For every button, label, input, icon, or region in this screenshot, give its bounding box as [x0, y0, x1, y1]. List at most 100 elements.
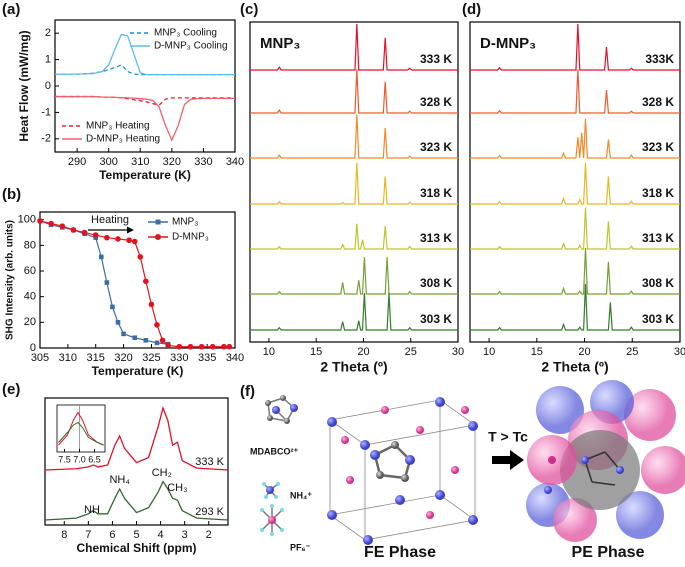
x-tick-label: 320 — [114, 352, 132, 364]
panel-label: (a) — [2, 1, 20, 18]
trace-label: 313 K — [420, 231, 452, 245]
data-point — [59, 223, 66, 229]
trace-label: 323 K — [420, 140, 452, 154]
x-tick-label: 340 — [226, 156, 244, 168]
xrd-trace — [250, 114, 458, 159]
trace-label: 313 K — [642, 231, 674, 245]
inset-trace — [58, 421, 104, 446]
inset-tick-label: 6.5 — [88, 454, 101, 464]
trace-label: 308 K — [642, 276, 674, 290]
x-tick-label: 3 — [182, 529, 188, 541]
data-point — [104, 280, 110, 285]
xrd-trace — [250, 223, 458, 250]
x-tick-label: 25 — [405, 346, 417, 358]
data-line — [39, 220, 230, 348]
x-tick-label: 320 — [163, 156, 181, 168]
xrd-trace — [470, 247, 680, 295]
fe-lattice — [327, 397, 478, 545]
y-axis-title: SHG Intensity (arb. units) — [5, 220, 16, 340]
data-point — [154, 340, 160, 346]
data-point — [37, 218, 43, 224]
data-point — [121, 331, 126, 337]
legend-label: MNP₃ — [172, 217, 198, 228]
data-point — [226, 343, 233, 350]
y-tick-label: -1 — [41, 106, 51, 118]
trace-label: 308 K — [420, 276, 452, 290]
phase-label: FE Phase — [364, 544, 436, 561]
trace-label: 328 K — [642, 95, 674, 109]
pe-lattice — [526, 380, 685, 542]
data-point — [165, 342, 171, 349]
trace-label: 333 K — [195, 456, 224, 468]
panel-label: (e) — [2, 381, 20, 398]
y-tick-label: 40 — [24, 291, 36, 303]
x-tick-label: 300 — [100, 156, 118, 168]
legend-marker — [155, 234, 161, 240]
x-tick-label: 20 — [578, 346, 590, 358]
y-tick-label: 20 — [24, 316, 36, 328]
x-axis-title: 2 Theta (º) — [541, 359, 608, 375]
trace-label: 333 K — [420, 52, 452, 66]
inset-trace — [58, 411, 104, 446]
data-point — [115, 236, 121, 242]
panel-label: (c) — [240, 1, 258, 18]
data-point — [154, 322, 160, 328]
x-tick-label: 4 — [158, 529, 164, 541]
xrd-trace — [250, 293, 458, 331]
xrd-trace — [250, 162, 458, 205]
legend-marker — [155, 219, 161, 225]
data-point — [110, 304, 115, 310]
x-tick-label: 340 — [226, 352, 244, 364]
trace-label: 323 K — [642, 140, 674, 154]
xrd-trace — [470, 207, 680, 250]
y-tick-label: 60 — [24, 265, 36, 277]
x-tick-label: 20 — [357, 346, 369, 358]
y-tick-label: -2 — [41, 133, 51, 145]
ion-label: MDABCO²⁺ — [250, 446, 298, 456]
peak-label: NH₄ — [109, 474, 130, 486]
xrd-trace — [250, 257, 458, 295]
data-point — [70, 227, 77, 233]
xrd-trace — [470, 23, 680, 71]
x-tick-label: 15 — [310, 346, 322, 358]
chart-title: D-MNP₃ — [480, 35, 536, 52]
panel-label: (f) — [240, 383, 255, 400]
data-point — [131, 238, 138, 245]
x-axis-title: Chemical Shift (ppm) — [76, 541, 196, 555]
plot-frame — [469, 21, 681, 343]
x-axis-title: Temperature (K) — [92, 364, 184, 378]
annotation: Heating — [91, 214, 129, 226]
phase-arrow — [492, 450, 524, 470]
x-tick-label: 30 — [674, 346, 685, 358]
plot-frame — [249, 21, 459, 343]
x-axis-title: Temperature (K) — [99, 168, 191, 182]
x-tick-label: 7 — [85, 529, 91, 541]
xrd-trace — [470, 118, 680, 159]
xrd-trace — [250, 69, 458, 114]
x-tick-label: 305 — [31, 352, 49, 364]
chart-title: MNP₃ — [260, 35, 300, 52]
x-tick-label: 325 — [142, 352, 160, 364]
x-tick-label: 330 — [194, 156, 212, 168]
data-point — [126, 237, 132, 244]
inset-tick-label: 7.0 — [73, 454, 86, 464]
y-axis-title: Heat Flow (mW/mg) — [17, 30, 31, 141]
ion-label: NH₄⁺ — [290, 490, 312, 500]
nmr-trace — [44, 405, 229, 471]
x-tick-label: 5 — [133, 529, 139, 541]
trace-label: 303 K — [420, 312, 452, 326]
peak-label: CH₂ — [152, 467, 172, 479]
y-tick-label: 2 — [45, 27, 51, 39]
y-tick-label: 1 — [45, 54, 51, 66]
x-tick-label: 310 — [131, 156, 149, 168]
data-point — [137, 254, 144, 260]
data-line — [55, 33, 235, 76]
xrd-trace — [470, 283, 680, 331]
phase-label: PE Phase — [572, 544, 645, 561]
data-line — [55, 64, 235, 76]
nmr-trace — [44, 480, 229, 521]
trace-label: 303 K — [642, 312, 674, 326]
data-point — [148, 301, 155, 308]
data-point — [81, 229, 88, 236]
